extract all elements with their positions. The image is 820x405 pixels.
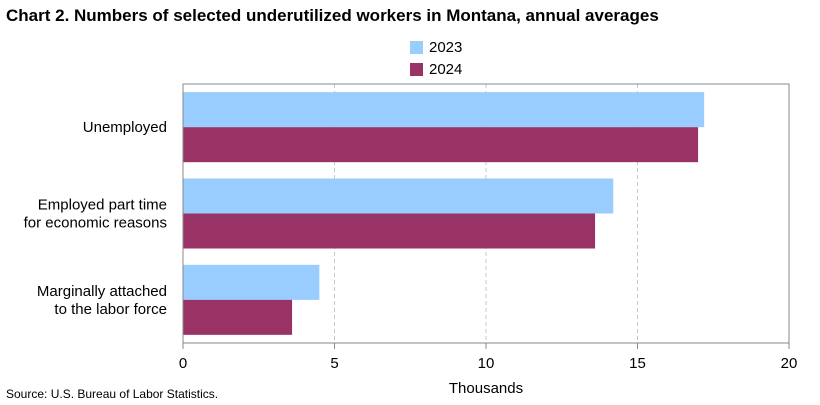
legend-label-2023: 2023 — [429, 38, 463, 56]
x-axis-title: Thousands — [449, 380, 523, 397]
legend-swatch-2024 — [410, 62, 423, 76]
x-tick-label-0: 0 — [179, 355, 187, 372]
category-label-line: Employed part time — [38, 197, 167, 214]
category-label-line: to the labor force — [54, 301, 167, 318]
bar-2023-cat-0 — [183, 92, 705, 128]
legend-label-2024: 2024 — [429, 60, 463, 78]
bar-2024-cat-1 — [183, 213, 596, 249]
x-tick-label-15: 15 — [629, 355, 646, 372]
category-label-0: Unemployed — [83, 119, 167, 136]
category-label-line: for economic reasons — [24, 215, 167, 232]
x-tick-label-10: 10 — [478, 355, 495, 372]
bar-2024-cat-0 — [183, 127, 699, 163]
legend-swatch-2023 — [410, 40, 423, 54]
legend-item-2023: 2023 — [410, 36, 462, 58]
x-tick-label-20: 20 — [781, 355, 798, 372]
x-tick-label-5: 5 — [330, 355, 338, 372]
bar-2023-cat-1 — [183, 178, 614, 214]
legend-item-2024: 2024 — [410, 58, 462, 80]
source-note: Source: U.S. Bureau of Labor Statistics. — [6, 387, 219, 401]
category-label-1: Employed part time for economic reasons — [24, 197, 167, 232]
legend: 2023 2024 — [410, 36, 462, 80]
chart-title: Chart 2. Numbers of selected underutiliz… — [6, 6, 659, 25]
category-label-line: Marginally attached — [37, 283, 167, 300]
bar-2024-cat-2 — [183, 299, 293, 335]
bar-2023-cat-2 — [183, 264, 320, 300]
category-label-2: Marginally attached to the labor force — [37, 283, 167, 318]
category-label-line: Unemployed — [83, 119, 167, 136]
